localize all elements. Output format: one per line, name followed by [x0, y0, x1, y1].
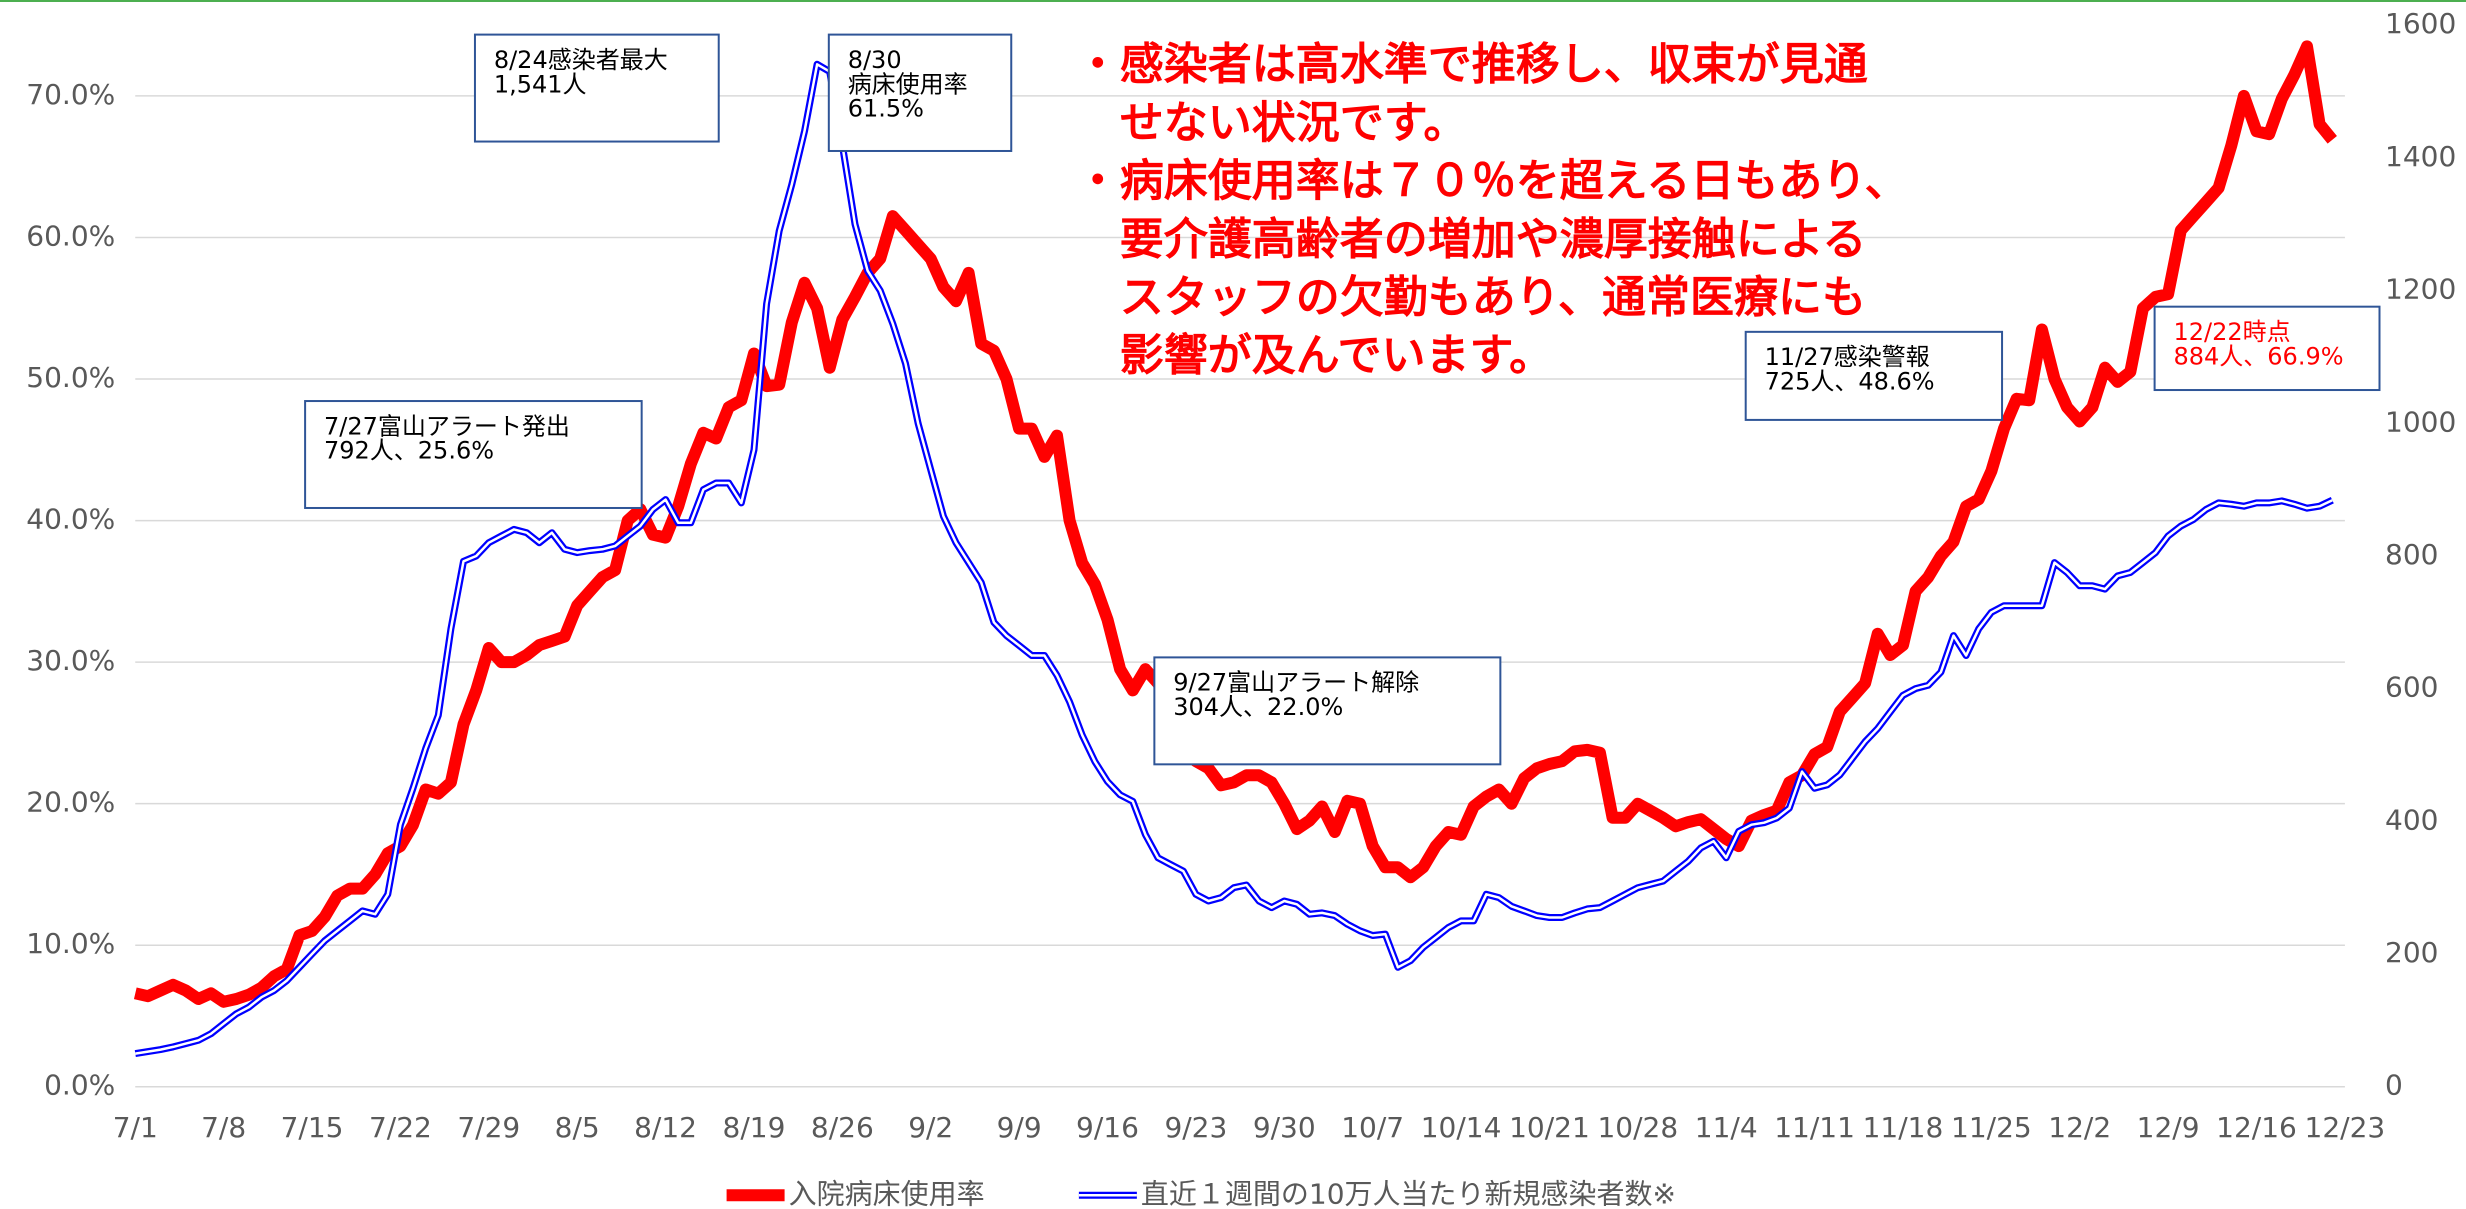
y-tick-label: 40.0% [26, 503, 115, 536]
x-tick-label: 10/21 [1509, 1111, 1590, 1144]
y2-tick-label: 400 [2385, 803, 2438, 836]
x-tick-label: 11/25 [1951, 1111, 2032, 1144]
x-tick-label: 7/8 [201, 1111, 246, 1144]
x-tick-label: 7/15 [281, 1111, 344, 1144]
x-tick-label: 10/28 [1597, 1111, 1678, 1144]
annotation-text: 792人、25.6% [324, 437, 494, 465]
note-text: スタッフの欠勤もあり、通常医療にも [1076, 272, 1866, 323]
series-line [133, 40, 2337, 1008]
x-tick-label: 7/29 [457, 1111, 520, 1144]
annotation-text: 1,541人 [494, 70, 587, 98]
annotation-box [827, 33, 1013, 152]
x-tick-label: 9/30 [1253, 1111, 1316, 1144]
y-tick-label: 60.0% [26, 219, 115, 252]
legend-label: 入院病床使用率 [789, 1177, 985, 1209]
y2-tick-label: 1600 [2385, 7, 2456, 40]
legend-label: 直近１週間の10万人当たり新規感染者数※ [1141, 1177, 1676, 1209]
annotation-text: 11/27感染警報 [1765, 343, 1930, 371]
annotation-text: 8/30 [848, 46, 902, 74]
annotation-text: 61.5% [848, 95, 924, 123]
y-tick-label: 20.0% [26, 786, 115, 819]
y-tick-label: 0.0% [44, 1069, 115, 1102]
x-tick-label: 12/2 [2048, 1111, 2111, 1144]
x-tick-label: 12/16 [2216, 1111, 2297, 1144]
annotation-text: 9/27富山アラート解除 [1173, 669, 1419, 697]
annotation-text: 884人、66.9% [2173, 342, 2343, 370]
y-tick-label: 50.0% [26, 361, 115, 394]
x-tick-label: 8/5 [555, 1111, 600, 1144]
annotation-text: 8/24感染者最大 [494, 46, 668, 74]
y2-tick-label: 800 [2385, 538, 2438, 571]
note-text: ・感染者は高水準で推移し、収束が見通 [1076, 39, 1868, 90]
y2-tick-label: 200 [2385, 936, 2438, 969]
y2-tick-label: 1000 [2385, 405, 2456, 438]
x-tick-label: 9/16 [1076, 1111, 1139, 1144]
x-tick-label: 7/1 [113, 1111, 158, 1144]
annotation-text: 304人、22.0% [1173, 693, 1343, 721]
x-tick-label: 7/22 [369, 1111, 432, 1144]
note-text: 要介護高齢者の増加や濃厚接触による [1076, 214, 1867, 265]
note-text: せない状況です。 [1076, 97, 1468, 148]
x-tick-label: 8/19 [723, 1111, 786, 1144]
y2-tick-label: 0 [2385, 1069, 2403, 1102]
x-tick-label: 12/9 [2137, 1111, 2200, 1144]
annotation-box [304, 400, 643, 509]
x-tick-label: 11/4 [1695, 1111, 1758, 1144]
note-text: ・病床使用率は７０％を超える日もあり、 [1076, 156, 1909, 207]
y-tick-label: 10.0% [26, 927, 115, 960]
annotation-box [2153, 305, 2381, 392]
annotation-text: 病床使用率 [848, 70, 968, 98]
annotation-text: 7/27富山アラート発出 [324, 412, 570, 440]
y-tick-label: 30.0% [26, 644, 115, 677]
x-tick-label: 9/23 [1164, 1111, 1227, 1144]
y-tick-label: 70.0% [26, 78, 115, 111]
series-line-inner [135, 63, 2333, 1055]
y2-tick-label: 1200 [2385, 273, 2456, 306]
x-tick-label: 9/2 [908, 1111, 953, 1144]
annotation-text: 12/22時点 [2173, 318, 2290, 346]
annotation-box [473, 33, 720, 143]
annotation-text: 725人、48.6% [1765, 368, 1935, 396]
x-tick-label: 10/14 [1421, 1111, 1502, 1144]
x-tick-label: 9/9 [997, 1111, 1042, 1144]
x-tick-label: 10/7 [1341, 1111, 1404, 1144]
y2-tick-label: 600 [2385, 671, 2438, 704]
y2-tick-label: 1400 [2385, 140, 2456, 173]
note-text: 影響が及んでいます。 [1076, 330, 1553, 381]
x-tick-label: 11/11 [1774, 1111, 1855, 1144]
x-tick-label: 8/12 [634, 1111, 697, 1144]
x-tick-label: 11/18 [1863, 1111, 1944, 1144]
annotation-box [1744, 330, 2004, 421]
x-tick-label: 8/26 [811, 1111, 874, 1144]
annotation-box [1153, 656, 1502, 766]
x-tick-label: 12/23 [2305, 1111, 2386, 1144]
series-line [134, 60, 2334, 1058]
